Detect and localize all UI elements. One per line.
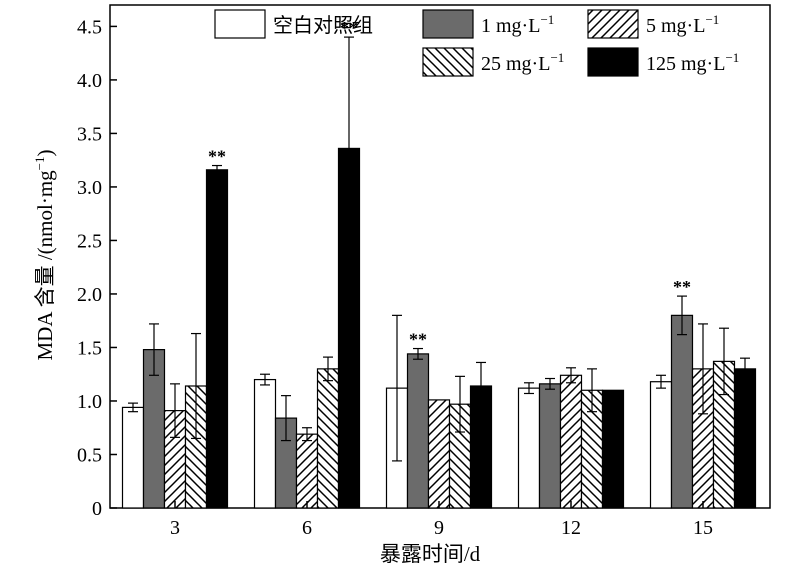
y-axis-label: MDA 含量 /(nmol·mg−1) (32, 149, 57, 360)
bar (316, 368, 340, 509)
legend-label: 125 mg·L−1 (646, 50, 739, 75)
x-tick-label: 15 (693, 517, 713, 539)
x-axis: 3 6 9 12 15 (170, 501, 713, 539)
x-tick-label: 3 (170, 517, 180, 539)
significance-label: ** (673, 277, 691, 297)
error-bars-layer (128, 36, 750, 462)
y-tick-label: 4.0 (77, 70, 102, 92)
y-tick-label: 0.5 (77, 444, 102, 466)
y-tick-label: 4.5 (77, 16, 102, 38)
legend-label-text: 空白对照组 (273, 14, 373, 37)
bar (649, 381, 673, 509)
legend-swatch (587, 9, 639, 39)
legend-swatch (422, 9, 474, 39)
legend-label-text: 5 mg·L (646, 15, 705, 37)
y-axis-label-main: MDA 含量 /(nmol·mg (33, 170, 57, 361)
bar (601, 389, 625, 509)
legend-swatch (214, 9, 266, 39)
legend-swatch (587, 47, 639, 77)
y-axis-label-end: ) (33, 149, 57, 156)
bar (406, 353, 430, 509)
y-tick-label: 1.0 (77, 391, 102, 413)
legend: 空白对照组 1 mg·L−1 5 mg·L−125 mg·L−1 125 mg·L−1 (214, 9, 739, 77)
legend-label-text: 125 mg·L (646, 53, 725, 75)
legend-swatch (422, 47, 474, 77)
bar (670, 314, 694, 509)
legend-label-text: 25 mg·L (481, 53, 550, 75)
legend-label: 5 mg·L−1 (646, 12, 719, 37)
bar (733, 368, 757, 509)
y-tick-label: 0 (92, 498, 102, 520)
significance-label: ** (409, 330, 427, 350)
legend-label: 1 mg·L−1 (481, 12, 554, 37)
legend-label: 空白对照组 (273, 14, 373, 37)
annotations-layer: ** ** ** ** (208, 18, 691, 349)
bar (517, 387, 541, 509)
legend-label-sup: −1 (540, 12, 554, 27)
bar (295, 433, 319, 509)
y-tick-label: 3.5 (77, 123, 102, 145)
y-axis: 0 0.5 1.0 1.5 2.0 2.5 3.0 3.5 4.0 4.5 (77, 16, 117, 520)
legend-label: 25 mg·L−1 (481, 50, 564, 75)
bars-layer (121, 147, 757, 509)
legend-label-sup: −1 (725, 50, 739, 65)
bar (205, 169, 229, 509)
bar (121, 406, 145, 509)
bar (538, 383, 562, 509)
significance-label: ** (340, 18, 358, 38)
x-tick-label: 9 (434, 517, 444, 539)
legend-label-sup: −1 (705, 12, 719, 27)
y-axis-label-sup: −1 (32, 156, 47, 170)
legend-label-sup: −1 (550, 50, 564, 65)
bar (427, 399, 451, 509)
y-tick-label: 1.5 (77, 337, 102, 359)
significance-label: ** (208, 147, 226, 167)
x-axis-label: 暴露时间/d (380, 542, 481, 566)
y-tick-label: 2.5 (77, 230, 102, 252)
y-tick-label: 2.0 (77, 284, 102, 306)
x-tick-label: 12 (561, 517, 581, 539)
bar (253, 378, 277, 509)
legend-label-text: 1 mg·L (481, 15, 540, 37)
x-tick-label: 6 (302, 517, 312, 539)
bar (559, 374, 583, 509)
y-tick-label: 3.0 (77, 177, 102, 199)
